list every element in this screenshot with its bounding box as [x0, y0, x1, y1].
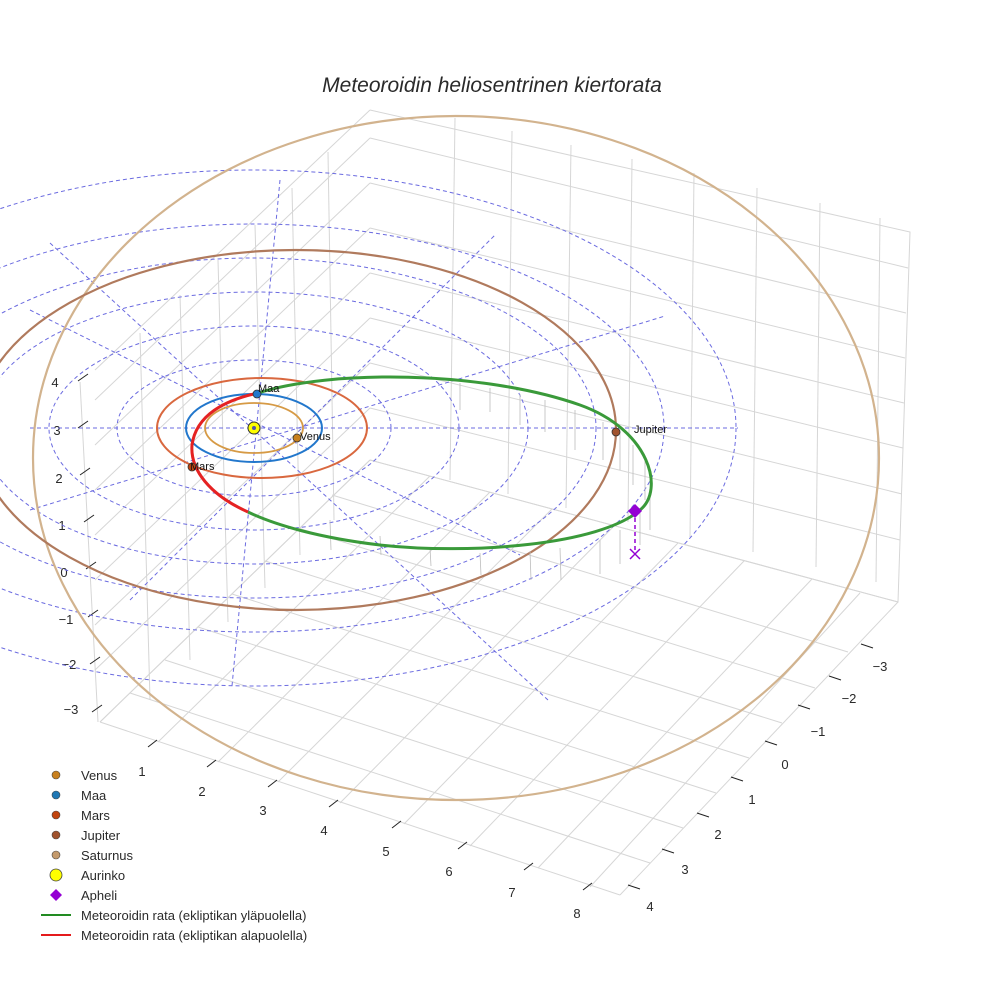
circle-marker-icon [38, 765, 78, 785]
saturn-orbit [31, 114, 881, 802]
svg-text:7: 7 [508, 885, 515, 900]
svg-text:3: 3 [53, 423, 60, 438]
mars-marker[interactable] [187, 462, 197, 472]
line-swatch-icon [38, 905, 78, 925]
svg-text:−2: −2 [62, 657, 77, 672]
legend-item-path-below[interactable]: Meteoroidin rata (ekliptikan alapuolella… [38, 925, 307, 945]
circle-marker-icon [38, 845, 78, 865]
mars-orbit [156, 377, 368, 479]
svg-text:4: 4 [646, 899, 653, 914]
svg-text:8: 8 [573, 906, 580, 921]
venus-orbit [204, 402, 304, 454]
svg-text:3: 3 [681, 862, 688, 877]
meteoroid-path-above [247, 375, 653, 551]
jupiter-label: Jupiter [634, 424, 667, 436]
jupiter-orbit [0, 248, 618, 612]
legend: Venus Maa Mars Jupiter Saturnus Aurinko … [38, 765, 307, 945]
jupiter-marker[interactable] [611, 427, 621, 437]
legend-item-mars[interactable]: Mars [38, 805, 307, 825]
svg-text:2: 2 [198, 784, 205, 799]
svg-text:4: 4 [320, 823, 327, 838]
legend-item-maa[interactable]: Maa [38, 785, 307, 805]
legend-item-aurinko[interactable]: Aurinko [38, 865, 307, 885]
circle-marker-icon [38, 805, 78, 825]
sun-core-icon [252, 426, 256, 430]
legend-item-venus[interactable]: Venus [38, 765, 307, 785]
mars-label: Mars [190, 461, 215, 473]
floor-grid [99, 459, 899, 896]
legend-item-jupiter[interactable]: Jupiter [38, 825, 307, 845]
circle-marker-icon [38, 865, 78, 885]
svg-text:4: 4 [51, 375, 58, 390]
earth-marker[interactable] [252, 389, 262, 399]
x-axis-ticks: 1 2 3 4 5 6 7 8 [138, 764, 580, 921]
venus-label: Venus [300, 431, 331, 443]
axis-tick-marks [77, 373, 874, 891]
chart-title: Meteoroidin heliosentrinen kiertorata [322, 74, 662, 97]
aphelion-projection-cross [629, 548, 641, 560]
svg-text:1: 1 [138, 764, 145, 779]
svg-text:3: 3 [259, 803, 266, 818]
meteoroid-path-below [190, 391, 259, 514]
line-swatch-icon [38, 925, 78, 945]
left-wall-grid [79, 109, 371, 723]
legend-item-saturnus[interactable]: Saturnus [38, 845, 307, 865]
svg-text:0: 0 [781, 757, 788, 772]
svg-text:−3: −3 [64, 702, 79, 717]
aphelion-marker[interactable] [628, 504, 642, 518]
svg-text:−1: −1 [59, 612, 74, 627]
svg-text:−2: −2 [842, 691, 857, 706]
svg-text:2: 2 [714, 827, 721, 842]
legend-item-apheli[interactable]: Apheli [38, 885, 307, 905]
y-axis-ticks: −3 −2 −1 0 1 2 3 4 [646, 659, 887, 914]
earth-label: Maa [258, 383, 280, 395]
legend-item-path-above[interactable]: Meteoroidin rata (ekliptikan yläpuolella… [38, 905, 307, 925]
svg-text:6: 6 [445, 864, 452, 879]
svg-text:1: 1 [748, 792, 755, 807]
svg-text:−1: −1 [811, 724, 826, 739]
diamond-marker-icon [38, 885, 78, 905]
back-wall-grid [369, 109, 911, 603]
reference-rings [0, 169, 738, 701]
svg-text:0: 0 [60, 565, 67, 580]
svg-text:2: 2 [55, 471, 62, 486]
circle-marker-icon [38, 825, 78, 845]
svg-text:−3: −3 [873, 659, 888, 674]
circle-marker-icon [38, 785, 78, 805]
venus-marker[interactable] [292, 433, 302, 443]
svg-text:5: 5 [382, 844, 389, 859]
